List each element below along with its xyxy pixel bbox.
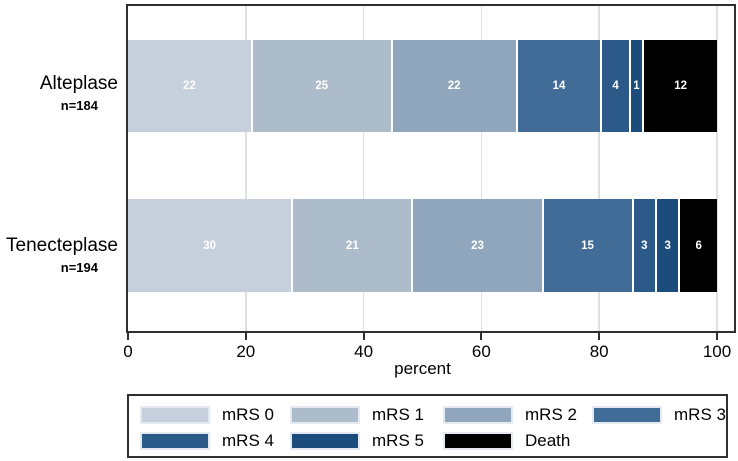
group-label: Tenecteplase <box>6 235 118 256</box>
segment-alteplase-mrs-2: 22 <box>392 40 516 132</box>
segment-alteplase-death: 12 <box>644 40 718 132</box>
bar-alteplase: 22 25 22 14 4 1 12 <box>128 40 718 132</box>
legend: mRS 0 mRS 1 mRS 2 mRS 3 mRS 4 mRS 5 Death <box>127 394 728 458</box>
x-tick-label: 100 <box>702 342 732 361</box>
legend-swatch-mrs-4 <box>140 432 210 450</box>
plot-area: 22 25 22 14 4 1 12 30 21 23 15 3 3 6 <box>126 4 736 333</box>
x-tick-0 <box>127 332 129 340</box>
segment-value-label: 3 <box>664 239 671 252</box>
legend-item-mrs-5: mRS 5 <box>290 430 424 452</box>
legend-label: mRS 5 <box>372 431 424 450</box>
row-label-tenecteplase: Tenecteplase n=194 <box>0 234 122 275</box>
group-label: Alteplase <box>39 73 118 94</box>
x-axis-label: percent <box>394 359 451 378</box>
legend-swatch-death <box>443 432 513 450</box>
bar-tenecteplase: 30 21 23 15 3 3 6 <box>128 199 717 292</box>
segment-tenecteplase-mrs-1: 21 <box>293 199 412 292</box>
segment-tenecteplase-mrs-0: 30 <box>128 199 292 292</box>
segment-value-label: 23 <box>471 239 484 252</box>
segment-tenecteplase-mrs-2: 23 <box>413 199 542 292</box>
legend-item-death: Death <box>443 430 570 452</box>
segment-value-label: 1 <box>633 80 640 92</box>
legend-label: mRS 2 <box>525 405 577 424</box>
segment-tenecteplase-death: 6 <box>680 199 717 292</box>
gridline-100 <box>716 6 718 331</box>
legend-swatch-mrs-3 <box>592 406 662 424</box>
legend-item-mrs-3: mRS 3 <box>592 404 726 426</box>
gridline-20 <box>245 6 247 331</box>
gridline-60 <box>480 6 483 331</box>
x-tick-60 <box>480 332 483 340</box>
segment-alteplase-mrs-1: 25 <box>252 40 391 132</box>
segment-value-label: 4 <box>612 80 619 92</box>
segment-tenecteplase-mrs-4: 3 <box>633 199 656 292</box>
legend-swatch-mrs-0 <box>140 406 210 424</box>
segment-value-label: 15 <box>581 239 594 252</box>
legend-item-mrs-2: mRS 2 <box>443 404 577 426</box>
x-tick-label: 40 <box>354 342 374 361</box>
segment-value-label: 12 <box>674 80 687 92</box>
legend-item-mrs-4: mRS 4 <box>140 430 274 452</box>
gridline-80 <box>598 6 600 331</box>
legend-label: mRS 4 <box>222 431 274 450</box>
legend-swatch-mrs-5 <box>290 432 360 450</box>
x-tick-label: 20 <box>236 342 256 361</box>
segment-alteplase-mrs-4: 4 <box>602 40 629 132</box>
segment-tenecteplase-mrs-3: 15 <box>543 199 632 292</box>
x-tick-20 <box>244 332 247 340</box>
legend-label: mRS 1 <box>372 405 424 424</box>
x-tick-80 <box>598 332 601 340</box>
group-n-label: n=184 <box>60 98 98 113</box>
segment-value-label: 3 <box>641 239 648 252</box>
x-axis: 0 20 40 60 80 100 <box>123 332 731 364</box>
legend-label: mRS 3 <box>674 405 726 424</box>
x-tick-100 <box>716 332 718 340</box>
legend-item-mrs-0: mRS 0 <box>140 404 274 426</box>
row-label-alteplase: Alteplase n=184 <box>0 72 122 113</box>
segment-value-label: 22 <box>183 80 196 92</box>
segment-alteplase-mrs-0: 22 <box>128 40 251 132</box>
legend-label: mRS 0 <box>222 405 274 424</box>
x-tick-40 <box>362 332 365 340</box>
row-labels: Alteplase n=184 Tenecteplase n=194 <box>0 0 126 332</box>
segment-alteplase-mrs-5: 1 <box>630 40 643 132</box>
x-tick-label: 60 <box>471 342 491 361</box>
segment-value-label: 30 <box>203 239 217 252</box>
segment-tenecteplase-mrs-5: 3 <box>657 199 679 292</box>
legend-swatch-mrs-1 <box>290 406 360 424</box>
segment-value-label: 25 <box>315 80 329 92</box>
segment-value-label: 22 <box>447 80 461 92</box>
x-tick-label: 0 <box>123 342 133 361</box>
segment-value-label: 6 <box>695 239 702 252</box>
segment-alteplase-mrs-3: 14 <box>517 40 601 132</box>
legend-item-mrs-1: mRS 1 <box>290 404 424 426</box>
segment-value-label: 14 <box>552 80 566 92</box>
gridline-40 <box>362 6 365 331</box>
legend-label: Death <box>525 431 571 450</box>
segment-value-label: 21 <box>345 239 359 252</box>
legend-swatch-mrs-2 <box>443 406 513 424</box>
x-tick-label: 80 <box>589 342 609 361</box>
group-n-label: n=194 <box>60 260 98 275</box>
